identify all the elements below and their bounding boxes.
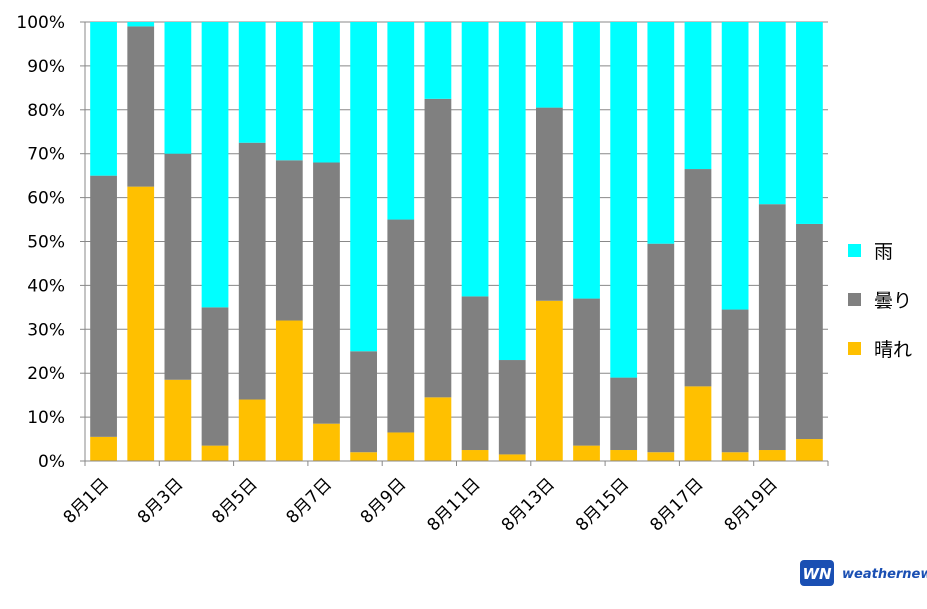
bar-segment [313,162,340,424]
bar-segment [275,320,303,461]
bar-segment [90,175,117,437]
bar-segment [275,22,303,161]
brand-name: weathernews [842,567,927,582]
bar-segment [536,107,563,301]
gridlines [85,21,828,418]
x-tick-label: 8月15日 [572,474,633,535]
bar-segment [498,360,526,455]
bar-segment [498,22,526,361]
bar-segment [461,296,489,451]
x-tick-label: 8月1日 [60,474,113,527]
bar-segment [201,307,229,446]
legend-label: 晴れ [874,339,912,361]
bar-segment [201,445,229,461]
bar-segment [350,452,377,461]
brand-mark-box [800,560,834,586]
x-tick-label: 8月17日 [646,474,707,535]
bar-segment [275,160,303,321]
bar-segment [164,153,192,380]
legend-label: 雨 [874,241,893,263]
bar-segment [796,439,823,461]
y-tick-label: 20% [27,364,65,384]
y-tick-label: 90% [27,57,65,77]
y-tick-label: 30% [27,320,65,340]
x-tick-labels: 8月1日 8月3日 8月5日 8月7日 8月9日 8月11日 8月13日 8月15日 8月17日… [60,474,782,535]
brand-mark: WN [802,565,832,583]
legend-swatch [848,342,861,355]
bar-segment [573,445,600,461]
bar-segment [461,22,489,297]
bar-segment [387,432,415,461]
x-tick-label: 8月7日 [283,474,336,527]
y-tick-label: 50% [27,233,65,253]
bar-segment [164,22,192,154]
bar-segment [350,351,377,453]
bar-segment [238,142,266,400]
axes [80,21,829,466]
bar-segment [90,22,117,176]
legend-label: 曇り [874,290,912,312]
bar-segment [387,22,415,220]
bar-segment [721,309,749,453]
bar-segment [721,452,749,461]
bar-segment [796,223,823,440]
legend-swatch [848,293,861,306]
bar-segment [536,22,563,108]
y-tick-label: 100% [16,13,65,33]
bar-segment [127,26,155,187]
bar-segment [350,22,377,352]
bar-segment [90,436,117,461]
brand-logo: WN weathernews [782,548,927,596]
y-tick-label: 60% [27,189,65,209]
bar-segment [238,22,266,143]
y-tick-labels: 0% 10% 20% 30% 40% 50% 60% 70% 80% 90% 100% [16,13,65,472]
bar-segment [610,450,638,461]
bar-segment [684,22,712,170]
bar-segment [424,98,452,398]
bar-segment [796,22,823,224]
bar-segment [164,379,192,461]
bar-segment [498,454,526,461]
x-tick-label: 8月19日 [721,474,782,535]
bar-segment [573,22,600,299]
bar-segment [610,377,638,451]
x-tick-label: 8月11日 [423,474,484,535]
bar-segment [313,22,340,163]
bar-segment [758,22,786,205]
bar-segment [758,450,786,461]
x-tick-label: 8月3日 [134,474,187,527]
bar-segment [684,169,712,387]
bar-segment [127,22,155,27]
bar-segment [573,298,600,446]
bar-segment [684,386,712,461]
bar-segment [238,399,266,461]
y-tick-label: 10% [27,408,65,428]
bar-segment [721,22,749,310]
y-tick-label: 0% [38,452,65,472]
x-tick-label: 8月5日 [208,474,261,527]
bars [90,22,823,462]
bar-segment [647,243,675,453]
bar-segment [758,204,786,451]
y-tick-label: 70% [27,145,65,165]
bar-segment [201,22,229,308]
bar-segment [387,219,415,433]
bar-segment [536,300,563,461]
legend-swatch [848,244,861,257]
y-tick-label: 40% [27,276,65,296]
bar-segment [647,452,675,461]
bar-segment [424,397,452,461]
x-tick-label: 8月9日 [357,474,410,527]
bar-segment [127,186,155,462]
bar-segment [610,22,638,378]
y-tick-label: 80% [27,101,65,121]
bar-segment [313,423,340,461]
bar-segment [424,22,452,99]
x-tick-label: 8月13日 [498,474,559,535]
bar-segment [461,450,489,461]
bar-segment [647,22,675,244]
